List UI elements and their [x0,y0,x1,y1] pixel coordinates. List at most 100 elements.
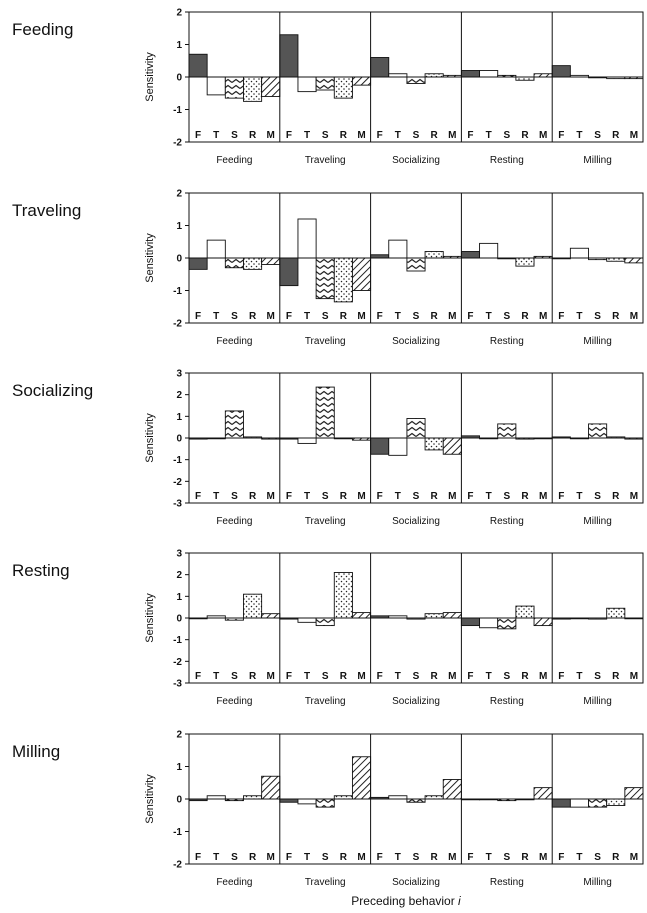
category-letter: T [304,852,310,863]
bar-traveling-s [315,76,335,91]
bar-socializing-r [424,613,444,619]
bar-feeding-s [224,257,244,269]
bar-traveling-t [297,437,317,444]
category-letter: S [503,130,510,141]
group-label-traveling: Traveling [305,516,346,527]
panel-title: Resting [12,561,70,580]
category-letter: R [249,671,257,682]
category-letter: F [286,311,292,322]
category-letter: M [357,491,365,502]
bar-resting-t [479,242,499,259]
bar-traveling-f [279,257,299,287]
category-letter: S [503,491,510,502]
category-letter: T [486,671,492,682]
group-label-resting: Resting [490,336,524,347]
category-letter: F [286,491,292,502]
category-letter: S [413,852,420,863]
category-letter: M [539,130,547,141]
category-letter: M [448,671,456,682]
category-letter: M [357,130,365,141]
bar-resting-f [460,251,481,259]
bar-socializing-s [406,76,426,84]
category-letter: S [322,311,329,322]
category-letter: F [377,671,383,682]
category-letter: R [340,852,348,863]
category-letter: F [377,491,383,502]
category-letter: T [395,491,401,502]
category-letter: R [431,491,439,502]
category-letter: R [431,311,439,322]
bar-socializing-t [388,437,408,456]
y-tick-label: 1 [176,592,182,603]
y-tick-label: -1 [173,286,182,297]
category-letter: T [304,311,310,322]
category-letter: T [395,311,401,322]
bar-feeding-f [188,257,208,270]
category-letter: F [195,491,201,502]
category-letter: R [431,130,439,141]
category-letter: M [267,671,275,682]
bar-milling-m [624,787,644,800]
bar-feeding-f [188,53,208,78]
group-label-feeding: Feeding [216,155,252,166]
plot-frame [188,11,644,143]
category-letter: S [231,671,238,682]
bar-socializing-m [442,779,462,800]
bar-resting-m [533,617,553,627]
category-letter: F [195,311,201,322]
category-letter: M [539,311,547,322]
category-letter: R [612,491,620,502]
group-label-milling: Milling [583,155,611,166]
bar-socializing-s [406,418,426,439]
category-letter: M [267,852,275,863]
category-letter: M [630,671,638,682]
group-label-milling: Milling [583,336,611,347]
category-letter: F [558,852,564,863]
bar-feeding-t [206,76,226,96]
category-letter: F [467,130,473,141]
bar-resting-f [460,70,481,78]
category-letter: R [249,491,257,502]
y-tick-label: -1 [173,827,182,838]
category-letter: R [612,311,620,322]
y-tick-label: 0 [176,73,182,84]
category-letter: F [377,130,383,141]
category-letter: T [395,671,401,682]
bar-socializing-m [442,612,462,619]
bar-feeding-m [261,76,281,97]
bar-traveling-t [297,617,317,623]
category-letter: S [231,491,238,502]
group-label-resting: Resting [490,696,524,707]
category-letter: T [576,491,582,502]
category-letter: R [521,130,529,141]
category-letter: F [286,671,292,682]
bar-resting-m [533,787,553,800]
category-letter: S [413,491,420,502]
category-letter: S [322,671,329,682]
category-letter: M [357,852,365,863]
group-label-resting: Resting [490,155,524,166]
y-tick-label: 2 [176,730,182,741]
bar-traveling-s [315,386,335,439]
category-letter: R [340,491,348,502]
y-tick-label: 2 [176,390,182,401]
plot-frame [188,733,644,865]
category-letter: F [467,852,473,863]
category-letter: T [576,852,582,863]
group-label-traveling: Traveling [305,696,346,707]
group-label-socializing: Socializing [392,877,440,888]
bar-resting-s [497,617,517,630]
category-letter: T [576,671,582,682]
bar-resting-t [479,70,499,78]
category-letter: R [340,311,348,322]
category-letter: M [630,852,638,863]
category-letter: R [431,671,439,682]
y-tick-label: -2 [173,138,182,149]
category-letter: F [467,671,473,682]
bar-milling-f [551,65,571,78]
group-label-traveling: Traveling [305,155,346,166]
y-tick-label: -2 [173,657,182,668]
y-tick-label: -3 [173,499,182,510]
